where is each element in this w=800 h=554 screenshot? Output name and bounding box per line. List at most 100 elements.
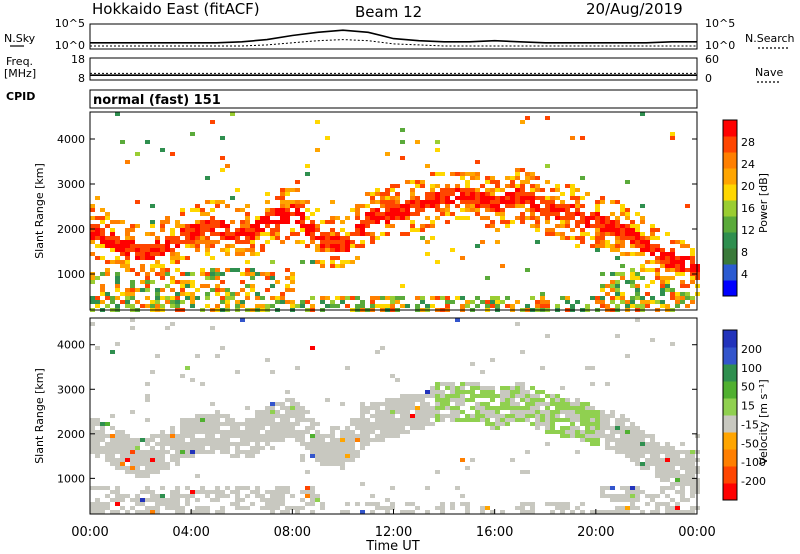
velocity-cell: [525, 394, 530, 398]
power-cell: [170, 232, 175, 236]
power-cell: [110, 232, 115, 236]
power-cell: [475, 296, 480, 300]
power-cell: [675, 240, 680, 244]
velocity-cell: [150, 438, 155, 442]
power-cell: [245, 236, 250, 240]
power-cell: [270, 296, 275, 300]
power-cell: [420, 204, 425, 208]
power-cell: [145, 252, 150, 256]
power-cell: [360, 224, 365, 228]
power-cell: [520, 216, 525, 220]
velocity-cell: [630, 502, 635, 506]
velocity-cell: [600, 414, 605, 418]
velocity-cell: [435, 382, 440, 386]
power-cell: [340, 240, 345, 244]
velocity-cell: [320, 438, 325, 442]
power-cell: [275, 224, 280, 228]
velocity-cell: [670, 506, 675, 510]
power-cell: [250, 244, 255, 248]
power-cell: [185, 236, 190, 240]
power-cell: [450, 212, 455, 216]
velocity-cell: [620, 426, 625, 430]
velocity-cell: [535, 410, 540, 414]
power-cell: [530, 216, 535, 220]
velocity-cell: [545, 442, 550, 446]
power-cell: [400, 232, 405, 236]
velocity-cell: [515, 386, 520, 390]
power-cell: [555, 196, 560, 200]
velocity-cell: [185, 450, 190, 454]
power-cell: [495, 240, 500, 244]
power-cell: [510, 204, 515, 208]
power-cell: [160, 296, 165, 300]
power-cell: [645, 300, 650, 304]
power-cell: [610, 244, 615, 248]
velocity-cell: [315, 454, 320, 458]
velocity-cell: [315, 446, 320, 450]
power-cell: [675, 296, 680, 300]
power-cell: [520, 204, 525, 208]
velocity-cell: [625, 490, 630, 494]
velocity-cell: [295, 414, 300, 418]
velocity-cell: [310, 442, 315, 446]
velocity-cell: [160, 438, 165, 442]
velocity-cell: [90, 418, 95, 422]
velocity-cell: [220, 346, 225, 350]
velocity-cell: [610, 446, 615, 450]
velocity-colorbar-step-2: [723, 449, 737, 467]
velocity-cell: [435, 402, 440, 406]
velocity-cell: [450, 406, 455, 410]
velocity-cell: [235, 494, 240, 498]
power-cell: [440, 192, 445, 196]
power-cell: [115, 296, 120, 300]
velocity-cell: [175, 442, 180, 446]
power-cell: [210, 240, 215, 244]
power-cell: [420, 184, 425, 188]
noise-tick-top-left: 10^5: [55, 17, 85, 30]
power-cell: [200, 272, 205, 276]
power-cell: [325, 232, 330, 236]
power-cell: [505, 196, 510, 200]
velocity-cell: [345, 438, 350, 442]
velocity-cell: [445, 406, 450, 410]
power-cell: [560, 220, 565, 224]
power-cell: [395, 204, 400, 208]
velocity-cell: [445, 398, 450, 402]
power-cell: [340, 296, 345, 300]
power-cell: [310, 212, 315, 216]
power-cell: [545, 204, 550, 208]
velocity-cell: [585, 414, 590, 418]
power-cell: [475, 172, 480, 176]
power-cell: [560, 192, 565, 196]
velocity-cell: [395, 378, 400, 382]
xtick-label-1: 04:00: [172, 525, 209, 540]
power-cell: [245, 220, 250, 224]
velocity-cell: [545, 414, 550, 418]
power-cell: [540, 208, 545, 212]
power-cell: [315, 148, 320, 152]
velocity-cell: [495, 414, 500, 418]
velocity-cell: [590, 414, 595, 418]
velocity-cell: [120, 462, 125, 466]
power-cell: [100, 292, 105, 296]
velocity-cell: [355, 450, 360, 454]
velocity-cell: [665, 458, 670, 462]
power-cell: [95, 228, 100, 232]
power-cell: [275, 300, 280, 304]
velocity-cell: [205, 490, 210, 494]
velocity-cell: [180, 418, 185, 422]
power-cell: [650, 268, 655, 272]
velocity-cell: [520, 350, 525, 354]
velocity-cell: [285, 490, 290, 494]
power-cell: [250, 228, 255, 232]
velocity-cell: [390, 486, 395, 490]
power-cell: [160, 276, 165, 280]
power-cell: [160, 224, 165, 228]
power-cell: [525, 196, 530, 200]
velocity-cell: [160, 430, 165, 434]
velocity-cell: [150, 370, 155, 374]
velocity-cell: [555, 402, 560, 406]
velocity-cell: [355, 426, 360, 430]
power-cell: [615, 220, 620, 224]
velocity-cell: [170, 498, 175, 502]
